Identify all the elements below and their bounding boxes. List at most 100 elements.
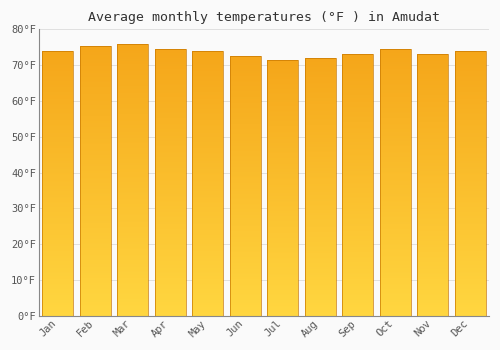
Bar	[268, 110, 298, 111]
Bar	[268, 181, 298, 183]
Bar	[342, 294, 373, 295]
Bar	[268, 101, 298, 102]
Bar	[192, 178, 223, 180]
Bar	[155, 201, 186, 202]
Bar	[42, 280, 73, 281]
Bar	[455, 210, 486, 211]
Bar	[305, 299, 336, 300]
Bar	[155, 177, 186, 178]
Bar	[455, 310, 486, 312]
Bar	[230, 126, 260, 128]
Bar	[418, 280, 448, 282]
Bar	[118, 268, 148, 270]
Bar	[418, 206, 448, 207]
Bar	[192, 108, 223, 109]
Bar	[192, 281, 223, 283]
Bar	[418, 304, 448, 305]
Bar	[118, 275, 148, 276]
Bar	[268, 61, 298, 62]
Bar	[342, 109, 373, 111]
Bar	[455, 288, 486, 289]
Bar	[230, 191, 260, 193]
Bar	[118, 301, 148, 302]
Bar	[380, 142, 410, 144]
Bar	[155, 55, 186, 56]
Bar	[380, 218, 410, 220]
Bar	[342, 232, 373, 233]
Bar	[80, 125, 110, 127]
Bar	[342, 260, 373, 261]
Bar	[305, 151, 336, 152]
Bar	[155, 111, 186, 112]
Bar	[380, 204, 410, 205]
Bar	[192, 134, 223, 136]
Bar	[118, 191, 148, 192]
Bar	[80, 158, 110, 159]
Bar	[268, 94, 298, 96]
Bar	[305, 94, 336, 96]
Bar	[380, 118, 410, 120]
Bar	[380, 182, 410, 184]
Bar	[42, 104, 73, 105]
Bar	[192, 111, 223, 112]
Bar	[80, 312, 110, 313]
Bar	[342, 100, 373, 102]
Bar	[230, 56, 260, 58]
Bar	[305, 142, 336, 143]
Bar	[118, 265, 148, 267]
Bar	[380, 312, 410, 313]
Bar	[268, 82, 298, 83]
Bar	[418, 95, 448, 96]
Bar	[42, 252, 73, 253]
Bar	[80, 173, 110, 174]
Bar	[42, 272, 73, 273]
Bar	[380, 225, 410, 226]
Bar	[342, 256, 373, 257]
Bar	[305, 61, 336, 62]
Bar	[455, 183, 486, 185]
Bar	[268, 274, 298, 275]
Bar	[305, 119, 336, 120]
Bar	[455, 87, 486, 88]
Bar	[268, 229, 298, 230]
Bar	[380, 230, 410, 232]
Bar	[192, 273, 223, 275]
Bar	[192, 236, 223, 238]
Bar	[42, 56, 73, 57]
Bar	[268, 281, 298, 282]
Bar	[118, 240, 148, 241]
Bar	[455, 289, 486, 290]
Bar	[268, 271, 298, 272]
Bar	[455, 105, 486, 106]
Bar	[80, 96, 110, 97]
Bar	[268, 151, 298, 152]
Bar	[455, 153, 486, 154]
Bar	[230, 281, 260, 282]
Bar	[380, 141, 410, 142]
Bar	[455, 150, 486, 152]
Bar	[42, 149, 73, 150]
Bar	[42, 244, 73, 246]
Bar	[230, 90, 260, 91]
Bar	[305, 311, 336, 312]
Bar	[418, 83, 448, 85]
Bar	[455, 232, 486, 234]
Bar	[342, 227, 373, 228]
Bar	[455, 261, 486, 263]
Bar	[268, 203, 298, 204]
Bar	[268, 156, 298, 157]
Bar	[305, 76, 336, 77]
Bar	[230, 248, 260, 250]
Bar	[380, 236, 410, 237]
Bar	[192, 62, 223, 63]
Bar	[80, 313, 110, 314]
Bar	[80, 120, 110, 121]
Bar	[342, 148, 373, 150]
Bar	[118, 172, 148, 173]
Bar	[230, 235, 260, 237]
Bar	[118, 57, 148, 59]
Bar	[192, 114, 223, 116]
Bar	[230, 291, 260, 293]
Bar	[80, 105, 110, 106]
Bar	[342, 254, 373, 256]
